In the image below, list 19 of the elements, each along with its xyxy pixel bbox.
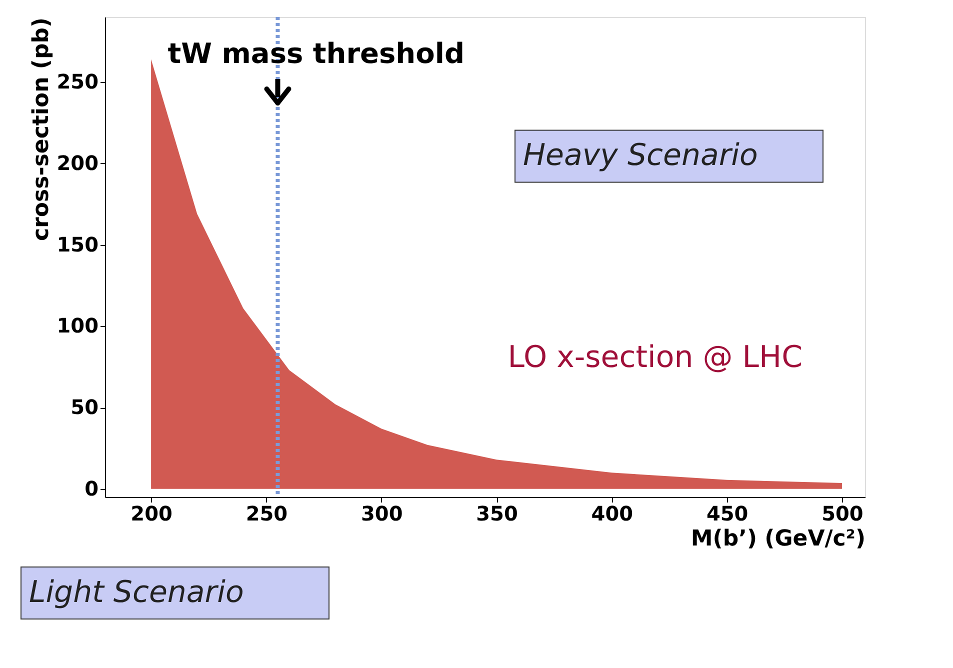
x-tick-label: 400 xyxy=(591,502,634,526)
y-tick-label: 200 xyxy=(56,150,98,175)
ref-line-label: tW mass threshold xyxy=(168,37,464,70)
y-tick-label: 50 xyxy=(70,395,98,420)
x-tick-label: 500 xyxy=(822,502,864,526)
text: Light Scenario xyxy=(29,575,244,610)
x-tick-label: 350 xyxy=(476,502,518,526)
y-axis-title: cross-section (pb) xyxy=(28,18,54,241)
x-tick-label: 450 xyxy=(706,502,748,526)
x-tick-label: 300 xyxy=(360,502,403,526)
annotation: LO x-section @ LHC xyxy=(508,340,803,375)
x-axis-title: M(b’) (GeV/c²) xyxy=(690,526,866,552)
y-tick-label: 100 xyxy=(56,314,98,338)
y-tick-label: 150 xyxy=(56,232,98,256)
y-tick-label: 250 xyxy=(56,70,98,94)
x-tick-label: 200 xyxy=(130,502,172,526)
y-tick-label: 0 xyxy=(84,476,98,500)
x-tick-label: 250 xyxy=(246,502,288,526)
annotation: Heavy Scenario xyxy=(523,138,758,174)
